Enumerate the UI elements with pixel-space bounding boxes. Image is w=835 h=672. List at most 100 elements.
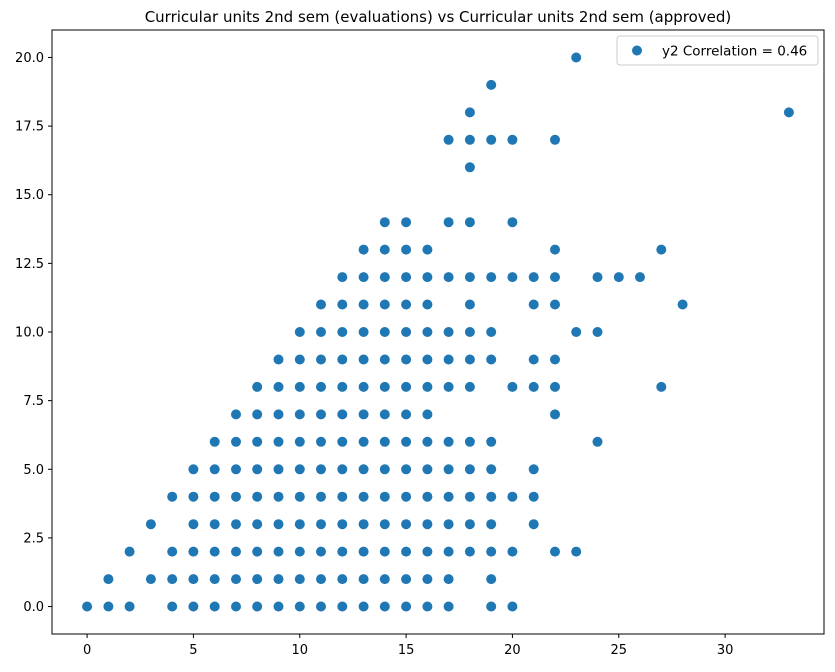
data-point: [337, 574, 348, 585]
data-point: [273, 574, 284, 585]
data-point: [273, 491, 284, 502]
axes: 0 5 10 15 20 25 30 0.0 2.5 5.0 7.5 10.0 12.5 15.0 17.5…: [15, 51, 733, 658]
data-point: [273, 381, 284, 392]
data-point: [507, 491, 518, 502]
data-point: [550, 134, 560, 145]
data-point: [443, 574, 454, 585]
data-point: [252, 546, 263, 557]
data-point: [528, 299, 539, 310]
data-point: [337, 546, 348, 557]
x-tick-label: 25: [610, 643, 627, 658]
y-tick-label: 17.5: [15, 120, 44, 135]
data-point: [443, 491, 454, 502]
data-point: [528, 464, 539, 475]
data-point: [401, 299, 412, 310]
data-point: [294, 546, 305, 557]
data-point: [571, 327, 582, 337]
data-point: [464, 107, 475, 118]
data-point: [528, 354, 539, 365]
data-point: [401, 436, 412, 447]
data-point: [401, 574, 412, 585]
data-point: [337, 436, 348, 447]
data-point: [358, 327, 369, 337]
data-point: [592, 272, 603, 283]
data-point: [252, 436, 263, 447]
data-point: [358, 381, 369, 392]
data-point: [209, 519, 220, 530]
data-point: [464, 134, 475, 145]
data-point: [124, 601, 135, 612]
data-point: [358, 519, 369, 530]
data-point: [188, 574, 199, 585]
data-point: [592, 436, 603, 447]
chart-title: Curricular units 2nd sem (evaluations) v…: [145, 8, 732, 26]
plot-area: [52, 30, 824, 634]
data-point: [209, 574, 220, 585]
data-point: [252, 464, 263, 475]
data-point: [273, 409, 284, 420]
data-point: [209, 464, 220, 475]
y-tick-label: 2.5: [23, 531, 44, 546]
data-point: [528, 519, 539, 530]
data-point: [443, 546, 454, 557]
data-point: [464, 354, 475, 365]
data-point: [443, 436, 454, 447]
y-tick-label: 5.0: [23, 463, 44, 478]
data-point: [486, 519, 497, 530]
data-point: [252, 381, 263, 392]
data-point: [464, 299, 475, 310]
x-tick-label: 15: [398, 643, 415, 658]
data-point: [337, 409, 348, 420]
data-point: [401, 217, 412, 228]
data-point: [103, 601, 114, 612]
legend-marker: [632, 45, 642, 56]
data-point: [316, 601, 326, 612]
data-point: [592, 327, 603, 337]
data-point: [379, 491, 390, 502]
x-tick-label: 20: [504, 643, 521, 658]
data-point: [337, 327, 348, 337]
data-point: [528, 272, 539, 283]
data-point: [273, 601, 284, 612]
x-tick-label: 10: [291, 643, 308, 658]
data-point: [656, 381, 667, 392]
data-point: [422, 436, 433, 447]
data-point: [422, 244, 433, 255]
data-point: [316, 354, 326, 365]
data-point: [294, 381, 305, 392]
data-point: [379, 217, 390, 228]
data-point: [252, 601, 263, 612]
data-point: [358, 601, 369, 612]
data-point: [294, 574, 305, 585]
data-point: [337, 381, 348, 392]
data-point: [294, 327, 305, 337]
data-point: [209, 546, 220, 557]
data-point: [358, 464, 369, 475]
data-point: [401, 354, 412, 365]
data-point: [422, 464, 433, 475]
data-point: [443, 464, 454, 475]
data-point: [528, 381, 539, 392]
data-point: [401, 244, 412, 255]
data-point: [422, 272, 433, 283]
data-point: [337, 491, 348, 502]
data-point: [273, 464, 284, 475]
data-point: [550, 299, 560, 310]
data-point: [379, 299, 390, 310]
data-point: [188, 546, 199, 557]
data-point: [316, 519, 326, 530]
data-point: [507, 381, 518, 392]
y-tick-label: 20.0: [15, 51, 44, 66]
data-point: [167, 546, 178, 557]
data-point: [188, 519, 199, 530]
data-point: [231, 409, 241, 420]
data-point: [550, 272, 560, 283]
data-point: [486, 354, 497, 365]
data-point: [294, 464, 305, 475]
data-point: [443, 217, 454, 228]
data-points: [82, 52, 794, 612]
data-point: [231, 601, 241, 612]
data-point: [294, 354, 305, 365]
data-point: [486, 327, 497, 337]
